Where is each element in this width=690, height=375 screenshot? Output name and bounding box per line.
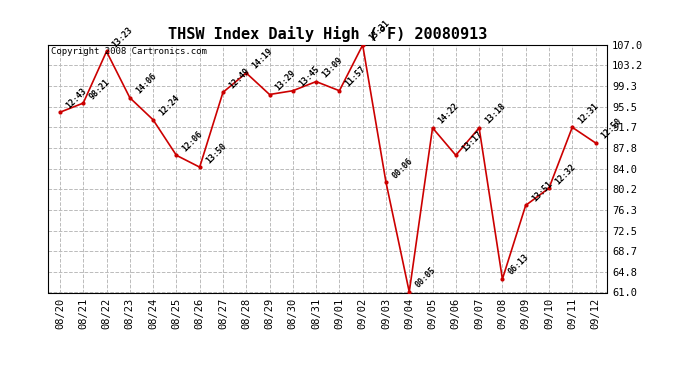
Text: 14:22: 14:22: [437, 102, 461, 126]
Text: 00:05: 00:05: [413, 266, 437, 290]
Text: 14:06: 14:06: [134, 72, 158, 96]
Text: 13:51: 13:51: [530, 179, 554, 203]
Text: 13:50: 13:50: [204, 141, 228, 165]
Text: 06:13: 06:13: [506, 253, 531, 277]
Text: 12:32: 12:32: [553, 162, 578, 186]
Text: 13:18: 13:18: [483, 102, 507, 126]
Text: 00:06: 00:06: [390, 156, 414, 180]
Text: 12:43: 12:43: [64, 86, 88, 110]
Text: 12:50: 12:50: [600, 117, 624, 141]
Text: 98:21: 98:21: [88, 77, 112, 101]
Text: 12:49: 12:49: [227, 66, 251, 90]
Text: 14:19: 14:19: [250, 47, 275, 71]
Title: THSW Index Daily High (°F) 20080913: THSW Index Daily High (°F) 20080913: [168, 27, 487, 42]
Text: 13:09: 13:09: [320, 56, 344, 80]
Text: 13:29: 13:29: [274, 68, 298, 92]
Text: 13:23: 13:23: [110, 25, 135, 49]
Text: 13:45: 13:45: [297, 64, 321, 88]
Text: Copyright 2008 Cartronics.com: Copyright 2008 Cartronics.com: [51, 48, 207, 57]
Text: 13:31: 13:31: [367, 19, 391, 43]
Text: 11:57: 11:57: [344, 64, 368, 88]
Text: 12:31: 12:31: [576, 101, 600, 125]
Text: 12:06: 12:06: [181, 129, 205, 153]
Text: 13:17: 13:17: [460, 129, 484, 153]
Text: 12:24: 12:24: [157, 94, 181, 118]
